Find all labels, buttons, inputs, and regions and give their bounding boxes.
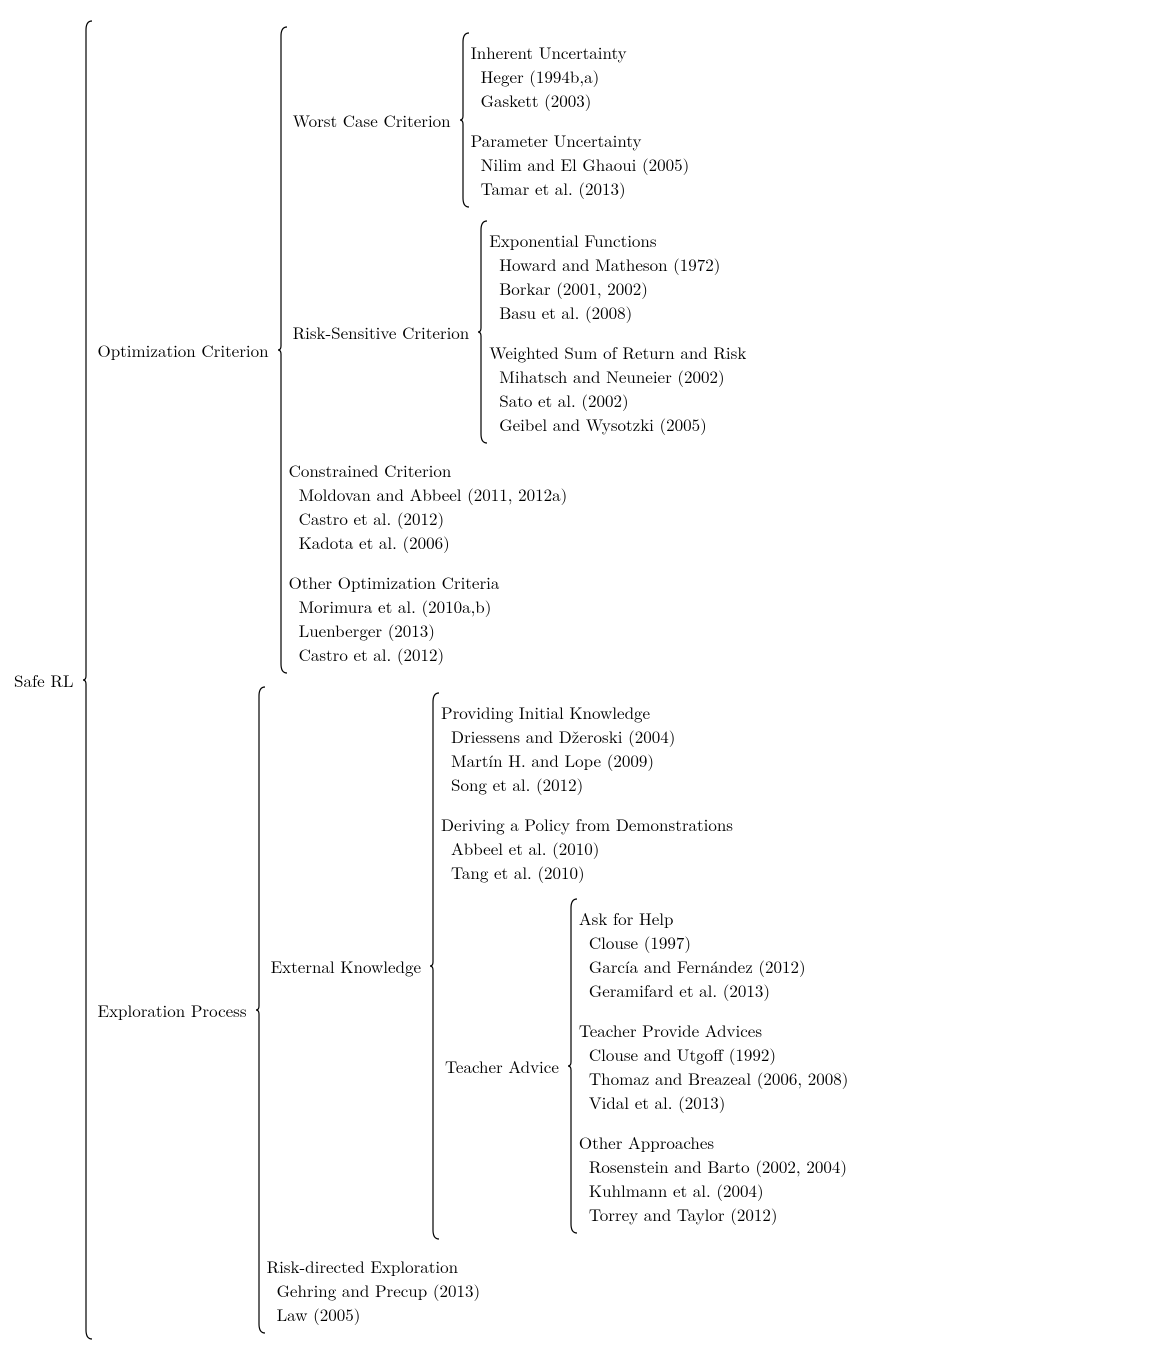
reference: Howard and Matheson (1972) — [489, 252, 746, 276]
reference: Castro et al. (2012) — [289, 642, 747, 666]
leaf-group: Deriving a Policy from DemonstrationsAbb… — [441, 810, 848, 886]
brace-icon — [565, 898, 579, 1234]
leaf-group: Ask for HelpClouse (1997)García and Fern… — [579, 904, 849, 1004]
reference: Clouse (1997) — [579, 930, 849, 954]
children-group: Inherent UncertaintyHeger (1994b,a)Gaske… — [471, 32, 690, 208]
reference: Kuhlmann et al. (2004) — [579, 1178, 849, 1202]
leaf-group: Other ApproachesRosenstein and Barto (20… — [579, 1128, 849, 1228]
tree-root: Safe RL Optimization Criterion Worst Case … — [10, 20, 1147, 1340]
reference: Sato et al. (2002) — [489, 388, 746, 412]
reference: Law (2005) — [267, 1302, 849, 1326]
node-label: Safe RL — [10, 668, 80, 692]
reference: Heger (1994b,a) — [471, 64, 690, 88]
leaf-heading: Ask for Help — [579, 906, 849, 930]
leaf-group: Providing Initial KnowledgeDriessens and… — [441, 698, 848, 798]
node-label: Teacher Advice — [441, 1054, 565, 1078]
children-group: External Knowledge Providing Initial Know… — [267, 686, 849, 1334]
leaf-group: Constrained CriterionMoldovan and Abbeel… — [289, 456, 747, 556]
leaf-heading: Inherent Uncertainty — [471, 40, 690, 64]
reference: Moldovan and Abbeel (2011, 2012a) — [289, 482, 747, 506]
leaf-heading: Providing Initial Knowledge — [441, 700, 848, 724]
leaf-heading: Other Approaches — [579, 1130, 849, 1154]
children-group: Optimization Criterion Worst Case Criteri… — [94, 20, 849, 1340]
brace-icon — [475, 220, 489, 444]
reference: Clouse and Utgoff (1992) — [579, 1042, 849, 1066]
leaf-group: Risk-directed ExplorationGehring and Pre… — [267, 1252, 849, 1328]
tree-node: Worst Case Criterion Inherent Uncertainty… — [289, 32, 747, 208]
reference: Torrey and Taylor (2012) — [579, 1202, 849, 1226]
leaf-heading: Deriving a Policy from Demonstrations — [441, 812, 848, 836]
brace-icon — [80, 20, 94, 1340]
children-group: Exponential FunctionsHoward and Matheson… — [489, 220, 746, 444]
reference: García and Fernández (2012) — [579, 954, 849, 978]
tree-node: External Knowledge Providing Initial Know… — [267, 692, 849, 1240]
reference: Martín H. and Lope (2009) — [441, 748, 848, 772]
node-label: Worst Case Criterion — [289, 108, 457, 132]
reference: Mihatsch and Neuneier (2002) — [489, 364, 746, 388]
leaf-heading: Exponential Functions — [489, 228, 746, 252]
leaf-group: Other Optimization CriteriaMorimura et a… — [289, 568, 747, 668]
reference: Borkar (2001, 2002) — [489, 276, 746, 300]
children-group: Providing Initial KnowledgeDriessens and… — [441, 692, 848, 1240]
tree-node: Exploration Process External Knowledge Pro… — [94, 686, 849, 1334]
leaf-group: Inherent UncertaintyHeger (1994b,a)Gaske… — [471, 38, 690, 114]
reference: Nilim and El Ghaoui (2005) — [471, 152, 690, 176]
reference: Thomaz and Breazeal (2006, 2008) — [579, 1066, 849, 1090]
leaf-heading: Risk-directed Exploration — [267, 1254, 849, 1278]
children-group: Worst Case Criterion Inherent Uncertainty… — [289, 26, 747, 674]
reference: Morimura et al. (2010a,b) — [289, 594, 747, 618]
reference: Vidal et al. (2013) — [579, 1090, 849, 1114]
tree-node: Teacher AdviceAsk for HelpClouse (1997)G… — [441, 898, 848, 1234]
tree-node: Optimization Criterion Worst Case Criteri… — [94, 26, 849, 674]
reference: Geramifard et al. (2013) — [579, 978, 849, 1002]
reference: Geibel and Wysotzki (2005) — [489, 412, 746, 436]
reference: Castro et al. (2012) — [289, 506, 747, 530]
node-label: Optimization Criterion — [94, 338, 275, 362]
brace-icon — [275, 26, 289, 674]
brace-icon — [427, 692, 441, 1240]
tree-node: Safe RL Optimization Criterion Worst Case … — [10, 20, 1147, 1340]
node-label: External Knowledge — [267, 954, 427, 978]
reference: Basu et al. (2008) — [489, 300, 746, 324]
node-label: Exploration Process — [94, 998, 253, 1022]
reference: Tamar et al. (2013) — [471, 176, 690, 200]
reference: Kadota et al. (2006) — [289, 530, 747, 554]
reference: Tang et al. (2010) — [441, 860, 848, 884]
reference: Luenberger (2013) — [289, 618, 747, 642]
leaf-heading: Constrained Criterion — [289, 458, 747, 482]
node-label: Risk-Sensitive Criterion — [289, 320, 476, 344]
children-group: Ask for HelpClouse (1997)García and Fern… — [579, 898, 849, 1234]
reference: Rosenstein and Barto (2002, 2004) — [579, 1154, 849, 1178]
leaf-group: Exponential FunctionsHoward and Matheson… — [489, 226, 746, 326]
reference: Driessens and Džeroski (2004) — [441, 724, 848, 748]
reference: Gaskett (2003) — [471, 88, 690, 112]
reference: Abbeel et al. (2010) — [441, 836, 848, 860]
reference: Song et al. (2012) — [441, 772, 848, 796]
reference: Gehring and Precup (2013) — [267, 1278, 849, 1302]
brace-icon — [253, 686, 267, 1334]
leaf-group: Teacher Provide AdvicesClouse and Utgoff… — [579, 1016, 849, 1116]
leaf-heading: Parameter Uncertainty — [471, 128, 690, 152]
leaf-heading: Other Optimization Criteria — [289, 570, 747, 594]
leaf-heading: Teacher Provide Advices — [579, 1018, 849, 1042]
tree-node: Risk-Sensitive Criterion Exponential Func… — [289, 220, 747, 444]
leaf-group: Weighted Sum of Return and RiskMihatsch … — [489, 338, 746, 438]
brace-icon — [457, 32, 471, 208]
leaf-heading: Weighted Sum of Return and Risk — [489, 340, 746, 364]
leaf-group: Parameter UncertaintyNilim and El Ghaoui… — [471, 126, 690, 202]
